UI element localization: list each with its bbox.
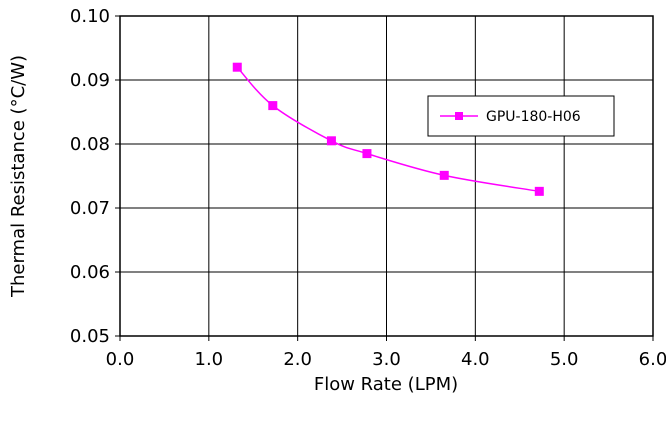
legend-label: GPU-180-H06 xyxy=(486,109,581,125)
x-tick-label: 2.0 xyxy=(283,349,312,370)
legend: GPU-180-H06 xyxy=(427,95,615,137)
y-tick-label: 0.06 xyxy=(70,262,110,283)
data-point xyxy=(534,186,544,196)
x-tick-label: 3.0 xyxy=(372,349,401,370)
data-point xyxy=(326,136,336,146)
grid-lines xyxy=(115,15,654,341)
x-tick-label: 6.0 xyxy=(639,349,666,370)
y-tick-label: 0.07 xyxy=(70,198,110,219)
y-tick-labels: 0.05 0.06 0.07 0.08 0.09 0.10 xyxy=(70,6,110,347)
x-tick-label: 4.0 xyxy=(461,349,490,370)
y-tick-label: 0.08 xyxy=(70,134,110,155)
x-axis-title: Flow Rate (LPM) xyxy=(314,374,458,395)
y-axis-title: Thermal Resistance (°C/W) xyxy=(8,55,29,298)
x-tick-labels: 0.0 1.0 2.0 3.0 4.0 5.0 6.0 xyxy=(106,349,666,370)
data-point xyxy=(362,149,372,159)
data-point xyxy=(232,62,242,72)
legend-marker xyxy=(455,112,463,120)
series-layer xyxy=(232,62,544,196)
x-tick-label: 1.0 xyxy=(195,349,224,370)
x-tick-label: 5.0 xyxy=(550,349,579,370)
x-tick-label: 0.0 xyxy=(106,349,135,370)
y-tick-label: 0.09 xyxy=(70,70,110,91)
y-tick-label: 0.10 xyxy=(70,6,110,27)
data-point xyxy=(268,101,278,111)
y-tick-label: 0.05 xyxy=(70,326,110,347)
data-point xyxy=(439,170,449,180)
plot-area-frame xyxy=(119,15,654,337)
